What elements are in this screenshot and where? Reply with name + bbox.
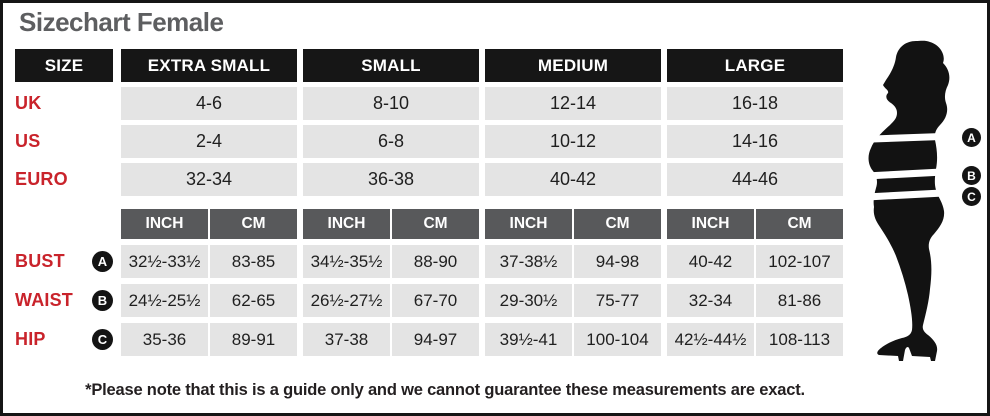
row-header-waist: WAIST B xyxy=(15,284,113,317)
marker-badge-a: A xyxy=(92,251,113,272)
measurement-cell: 94-98 xyxy=(574,245,661,278)
row-label: UK xyxy=(15,93,42,113)
unit-header-cm: CM xyxy=(210,209,297,239)
measurement-cell: 35-36 xyxy=(121,323,208,356)
measurement-cell: 88-90 xyxy=(392,245,479,278)
row-label: WAIST xyxy=(15,290,73,310)
measurement-cell: 29-30½ xyxy=(485,284,572,317)
measurement-cell: 62-65 xyxy=(210,284,297,317)
column-header-large: LARGE xyxy=(667,49,843,82)
row-label: HIP xyxy=(15,329,46,349)
column-header-row: SIZE EXTRA SMALL SMALL MEDIUM LARGE xyxy=(15,49,849,82)
figure-marker-a: A xyxy=(962,128,981,147)
row-header-hip: HIP C xyxy=(15,323,113,356)
unit-header-spacer xyxy=(15,209,113,239)
row-header-euro: EURO xyxy=(15,163,113,196)
size-row-euro: EURO 32-34 36-38 40-42 44-46 xyxy=(15,163,849,196)
size-cell: 40-42 xyxy=(485,163,661,196)
measurement-cell: 83-85 xyxy=(210,245,297,278)
measurement-cell: 37-38 xyxy=(303,323,390,356)
measurement-row-waist: WAIST B 24½-25½ 62-65 26½-27½ 67-70 29-3… xyxy=(15,284,849,317)
measurement-cell: 108-113 xyxy=(756,323,843,356)
measurement-cell: 34½-35½ xyxy=(303,245,390,278)
row-label: BUST xyxy=(15,251,65,271)
measurement-cell: 26½-27½ xyxy=(303,284,390,317)
measurement-cell: 24½-25½ xyxy=(121,284,208,317)
measurement-cell: 75-77 xyxy=(574,284,661,317)
measurement-cell: 32½-33½ xyxy=(121,245,208,278)
size-cell: 12-14 xyxy=(485,87,661,120)
unit-header-cm: CM xyxy=(392,209,479,239)
figure-marker-b: B xyxy=(962,166,981,185)
size-row-uk: UK 4-6 8-10 12-14 16-18 xyxy=(15,87,849,120)
measurement-cell: 94-97 xyxy=(392,323,479,356)
row-label: EURO xyxy=(15,169,68,189)
female-figure-silhouette xyxy=(858,40,970,361)
measurement-cell: 102-107 xyxy=(756,245,843,278)
unit-header-cm: CM xyxy=(574,209,661,239)
size-cell: 2-4 xyxy=(121,125,297,158)
marker-badge-c: C xyxy=(92,329,113,350)
size-cell: 10-12 xyxy=(485,125,661,158)
measurement-cut-lines xyxy=(858,131,970,202)
column-header-extra-small: EXTRA SMALL xyxy=(121,49,297,82)
size-table: SIZE EXTRA SMALL SMALL MEDIUM LARGE UK 4… xyxy=(15,49,849,356)
size-cell: 16-18 xyxy=(667,87,843,120)
measurement-cell: 81-86 xyxy=(756,284,843,317)
marker-badge-b: B xyxy=(92,290,113,311)
measurement-row-hip: HIP C 35-36 89-91 37-38 94-97 39½-41 100… xyxy=(15,323,849,356)
size-cell: 6-8 xyxy=(303,125,479,158)
unit-header-inch: INCH xyxy=(121,209,208,239)
unit-header-inch: INCH xyxy=(667,209,754,239)
unit-header-inch: INCH xyxy=(485,209,572,239)
row-header-uk: UK xyxy=(15,87,113,120)
measurement-cell: 40-42 xyxy=(667,245,754,278)
measurement-cell: 37-38½ xyxy=(485,245,572,278)
column-header-medium: MEDIUM xyxy=(485,49,661,82)
measurement-cell: 32-34 xyxy=(667,284,754,317)
size-cell: 4-6 xyxy=(121,87,297,120)
measurement-cell: 67-70 xyxy=(392,284,479,317)
size-cell: 36-38 xyxy=(303,163,479,196)
size-row-us: US 2-4 6-8 10-12 14-16 xyxy=(15,125,849,158)
row-label: US xyxy=(15,131,41,151)
measurement-cell: 42½-44½ xyxy=(667,323,754,356)
size-cell: 44-46 xyxy=(667,163,843,196)
unit-header-cm: CM xyxy=(756,209,843,239)
measurement-cell: 89-91 xyxy=(210,323,297,356)
page-title: Sizechart Female xyxy=(19,7,224,37)
column-header-size: SIZE xyxy=(15,49,113,82)
row-header-us: US xyxy=(15,125,113,158)
column-header-small: SMALL xyxy=(303,49,479,82)
measurement-cell: 39½-41 xyxy=(485,323,572,356)
measurement-row-bust: BUST A 32½-33½ 83-85 34½-35½ 88-90 37-38… xyxy=(15,245,849,278)
unit-header-row: INCH CM INCH CM INCH CM INCH CM xyxy=(15,209,849,239)
size-cell: 32-34 xyxy=(121,163,297,196)
unit-header-inch: INCH xyxy=(303,209,390,239)
figure-marker-c: C xyxy=(962,187,981,206)
size-cell: 8-10 xyxy=(303,87,479,120)
disclaimer-note: *Please note that this is a guide only a… xyxy=(85,381,805,399)
measurement-cell: 100-104 xyxy=(574,323,661,356)
row-header-bust: BUST A xyxy=(15,245,113,278)
size-cell: 14-16 xyxy=(667,125,843,158)
